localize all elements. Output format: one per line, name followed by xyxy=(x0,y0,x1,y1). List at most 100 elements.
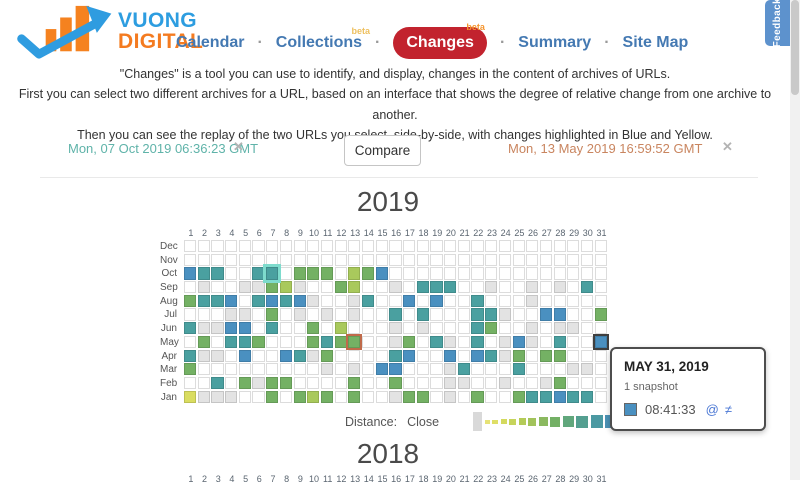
day-cell[interactable] xyxy=(279,349,292,362)
day-cell[interactable] xyxy=(485,294,498,307)
day-cell[interactable] xyxy=(375,376,388,390)
day-cell[interactable] xyxy=(526,308,539,321)
day-cell[interactable] xyxy=(238,376,251,390)
day-cell[interactable] xyxy=(211,267,224,280)
day-cell[interactable] xyxy=(416,240,429,253)
day-cell[interactable] xyxy=(430,253,443,266)
day-cell[interactable] xyxy=(279,240,292,253)
day-cell[interactable] xyxy=(225,240,238,253)
day-cell[interactable] xyxy=(539,322,553,335)
day-cell[interactable] xyxy=(430,322,443,335)
day-cell[interactable] xyxy=(512,363,525,376)
day-cell[interactable] xyxy=(375,335,388,348)
day-cell[interactable] xyxy=(471,335,484,348)
day-cell[interactable] xyxy=(471,240,484,253)
day-cell[interactable] xyxy=(471,308,484,321)
day-cell[interactable] xyxy=(293,253,306,266)
day-cell[interactable] xyxy=(416,363,429,376)
day-cell[interactable] xyxy=(197,240,210,253)
day-cell[interactable] xyxy=(457,349,470,362)
day-cell[interactable] xyxy=(539,390,553,403)
day-cell[interactable] xyxy=(594,281,607,294)
day-cell[interactable] xyxy=(211,349,224,362)
tooltip-diff-icon[interactable]: ≠ xyxy=(724,402,732,417)
day-cell[interactable] xyxy=(430,240,443,253)
day-cell[interactable] xyxy=(457,376,470,390)
day-cell[interactable] xyxy=(498,322,511,335)
day-cell[interactable] xyxy=(293,322,306,335)
day-cell[interactable] xyxy=(498,294,511,307)
day-cell[interactable] xyxy=(348,240,361,253)
day-cell[interactable] xyxy=(361,240,375,253)
day-cell[interactable] xyxy=(252,308,265,321)
day-cell[interactable] xyxy=(389,390,402,403)
day-cell[interactable] xyxy=(403,240,416,253)
day-cell[interactable] xyxy=(320,322,334,335)
day-cell[interactable] xyxy=(225,363,238,376)
day-cell[interactable] xyxy=(225,281,238,294)
day-cell[interactable] xyxy=(444,267,457,280)
day-cell[interactable] xyxy=(403,267,416,280)
day-cell[interactable] xyxy=(498,376,511,390)
day-cell[interactable] xyxy=(279,308,292,321)
day-cell[interactable] xyxy=(416,308,429,321)
day-cell[interactable] xyxy=(334,363,347,376)
day-cell[interactable] xyxy=(361,294,375,307)
day-cell[interactable] xyxy=(334,349,347,362)
day-cell[interactable] xyxy=(430,376,443,390)
day-cell[interactable] xyxy=(553,349,566,362)
day-cell[interactable] xyxy=(279,253,292,266)
day-cell[interactable] xyxy=(238,335,251,348)
day-cell[interactable] xyxy=(225,322,238,335)
day-cell[interactable] xyxy=(361,349,375,362)
day-cell[interactable] xyxy=(444,376,457,390)
day-cell[interactable] xyxy=(307,363,320,376)
day-cell[interactable] xyxy=(389,349,402,362)
feedback-tab[interactable]: Feedback xyxy=(765,0,790,46)
nav-item-collections[interactable]: Collections beta xyxy=(276,26,370,52)
day-cell[interactable] xyxy=(184,253,197,266)
day-cell[interactable] xyxy=(361,253,375,266)
day-cell[interactable] xyxy=(197,390,210,403)
nav-item-site-map[interactable]: Site Map xyxy=(623,34,689,52)
day-cell[interactable] xyxy=(403,253,416,266)
day-cell[interactable] xyxy=(512,322,525,335)
day-cell[interactable] xyxy=(539,363,553,376)
day-cell[interactable] xyxy=(567,335,580,348)
day-cell[interactable] xyxy=(252,335,265,348)
day-cell[interactable] xyxy=(539,240,553,253)
day-cell[interactable] xyxy=(594,363,607,376)
day-cell[interactable] xyxy=(580,267,594,280)
day-cell[interactable] xyxy=(526,335,539,348)
day-cell[interactable] xyxy=(553,363,566,376)
day-cell[interactable] xyxy=(389,294,402,307)
day-cell[interactable] xyxy=(348,349,361,362)
day-cell[interactable] xyxy=(266,322,279,335)
day-cell[interactable] xyxy=(348,322,361,335)
day-cell[interactable] xyxy=(471,294,484,307)
day-cell[interactable] xyxy=(430,294,443,307)
day-cell[interactable] xyxy=(430,363,443,376)
day-cell[interactable] xyxy=(457,335,470,348)
day-cell[interactable] xyxy=(512,308,525,321)
day-cell[interactable] xyxy=(457,267,470,280)
day-cell[interactable] xyxy=(238,294,251,307)
day-cell[interactable] xyxy=(361,308,375,321)
day-cell[interactable] xyxy=(279,281,292,294)
day-cell[interactable] xyxy=(263,264,282,283)
day-cell[interactable] xyxy=(266,281,279,294)
day-cell[interactable] xyxy=(334,240,347,253)
day-cell[interactable] xyxy=(539,253,553,266)
day-cell[interactable] xyxy=(416,253,429,266)
day-cell[interactable] xyxy=(485,376,498,390)
day-cell[interactable] xyxy=(375,390,388,403)
day-cell[interactable] xyxy=(197,349,210,362)
day-cell[interactable] xyxy=(279,322,292,335)
nav-item-calendar[interactable]: Calendar xyxy=(176,34,244,52)
day-cell[interactable] xyxy=(197,281,210,294)
day-cell[interactable] xyxy=(498,267,511,280)
day-cell[interactable] xyxy=(444,390,457,403)
day-cell[interactable] xyxy=(375,349,388,362)
day-cell[interactable] xyxy=(293,294,306,307)
day-cell[interactable] xyxy=(197,322,210,335)
